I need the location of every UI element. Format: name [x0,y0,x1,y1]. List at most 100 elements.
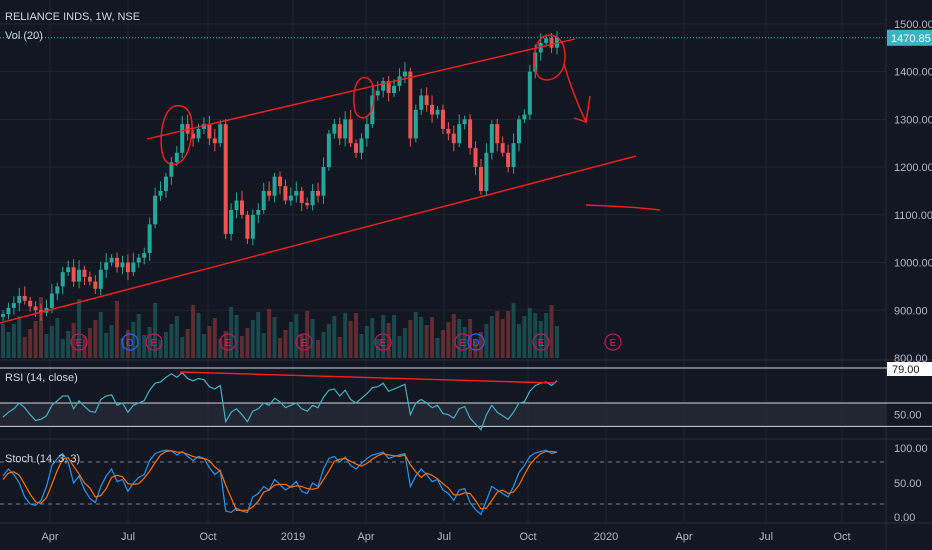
candle-body [158,190,163,196]
volume-bar [223,331,228,358]
volume-bar [533,313,538,358]
volume-bar [354,313,359,358]
time-tick-label: Jul [437,531,451,543]
candle-body [234,200,239,211]
candle-body [326,133,331,168]
candle-body [337,124,342,139]
candle-body [408,71,413,139]
candle-body [462,119,467,125]
candle-body [87,276,92,282]
volume-bar [66,331,71,358]
candle-body [478,167,483,191]
volume-bar [212,318,217,358]
price-tick-label: 1500.00 [894,19,932,31]
volume-bar [283,330,288,358]
volume-bar [462,327,467,358]
candle-body [294,190,299,196]
volume-label: Vol (20) [5,30,43,42]
candle-body [55,286,60,294]
volume-bar [299,335,304,358]
volume-bar [153,303,158,358]
volume-bar [316,340,321,358]
volume-bar [201,334,206,358]
candle-body [169,162,174,177]
volume-bar [538,321,543,358]
candle-body [392,85,397,94]
candle-body [457,124,462,144]
volume-bar [386,323,391,358]
candle-body [364,124,369,139]
earnings-marker [374,333,392,351]
volume-bar [506,311,511,358]
candle-body [82,269,87,277]
volume-bar [196,313,201,358]
volume-bar [397,336,402,358]
candle-body [49,293,54,308]
candle-body [299,190,304,203]
candle-body [109,257,114,263]
upper-channel-line [146,38,576,140]
last-price-label: 1470.85 [891,33,931,45]
candle-body [278,176,282,187]
candle-body [33,306,38,311]
candle-body [332,124,337,134]
candle-body [424,95,429,106]
volume-bar [321,332,326,358]
candle-body [288,195,293,201]
volume-bar [60,339,65,358]
volume-bar [142,335,147,358]
candle-body [223,124,228,234]
candle-body [549,38,554,48]
time-tick-label: Apr [675,531,692,543]
rsi-value-tag [887,362,932,376]
candle-body [516,119,521,144]
volume-bar [495,311,500,358]
volume-bar [169,324,174,358]
rsi-tick-label: 79.00 [892,364,920,376]
volume-bar [516,324,521,358]
candle-body [500,143,505,153]
dividend-marker [467,333,485,351]
volume-bar [33,321,38,358]
last-price-tag [887,29,932,46]
lower-channel-line [0,155,637,324]
candle-body [174,152,179,163]
volume-bar [22,337,27,358]
candle-body [446,128,451,134]
marker-label: E [460,338,467,349]
earnings-marker [454,333,472,351]
volume-bar [87,328,92,358]
marker-label: E [225,338,232,349]
volume-bar [337,337,342,358]
volume-bar [125,330,130,358]
candle-body [397,76,402,86]
candle-body [71,267,76,282]
time-tick-label: 2020 [594,531,618,543]
price-tick-label: 1400.00 [894,67,932,79]
candle-body [489,124,494,153]
candle-body [533,52,538,72]
volume-bar [473,340,478,358]
volume-bar [500,319,505,358]
volume-bar [511,303,516,358]
time-tick-label: Apr [41,531,58,543]
price-tick-label: 1100.00 [894,210,932,222]
candle-body [386,81,391,94]
candle-body [218,124,223,144]
marker-label: D [126,338,133,349]
volume-bar [419,317,424,358]
volume-bar [435,338,440,358]
volume-bar [451,314,456,358]
volume-bar [343,313,348,358]
volume-bar [158,340,163,358]
volume-bar [267,309,272,358]
time-tick-label: Oct [199,531,216,543]
marker-label: D [472,338,479,349]
candle-body [267,190,272,196]
candle-body [495,124,500,144]
stoch-tick-label: 100.00 [894,443,928,455]
candle-body [468,119,473,148]
price-tick-label: 1300.00 [894,114,932,126]
volume-bar [364,326,369,358]
